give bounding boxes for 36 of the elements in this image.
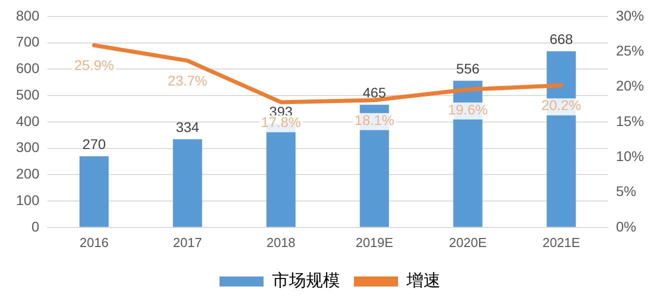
bar — [172, 139, 202, 227]
legend-label: 增速 — [406, 271, 440, 290]
data-label: 19.6% — [448, 101, 488, 118]
data-label: 18.1% — [354, 112, 394, 128]
y-tick-label: 800 — [16, 7, 40, 24]
legend-label: 市场规模 — [272, 271, 340, 290]
data-label: 334 — [176, 119, 200, 136]
x-tick-label: 2021E — [542, 234, 580, 250]
x-tick-label: 2018 — [266, 234, 296, 250]
x-tick-label: 2020E — [449, 234, 487, 250]
y-tick-label: 100 — [16, 192, 40, 208]
data-label: 556 — [456, 60, 480, 77]
y2-tick-label: 5% — [616, 183, 636, 200]
y-tick-label: 200 — [16, 166, 40, 182]
x-tick-label: 2019E — [356, 234, 394, 250]
y-tick-label: 0 — [32, 218, 40, 234]
y-tick-label: 700 — [16, 34, 40, 50]
y2-tick-label: 25% — [616, 42, 644, 58]
y2-tick-label: 0% — [616, 218, 636, 234]
data-label: 668 — [550, 31, 574, 48]
data-label: 23.7% — [168, 72, 208, 89]
x-tick-label: 2017 — [173, 234, 202, 250]
bar — [80, 156, 109, 227]
y2-tick-label: 15% — [616, 112, 644, 129]
data-label: 465 — [362, 84, 386, 101]
y2-tick-label: 20% — [616, 78, 644, 94]
y-tick-label: 600 — [16, 60, 40, 76]
x-tick-label: 2016 — [80, 234, 109, 250]
y2-tick-label: 30% — [616, 7, 644, 24]
data-label: 20.2% — [541, 97, 582, 114]
y2-tick-label: 10% — [616, 148, 644, 164]
y-tick-label: 500 — [16, 86, 40, 102]
data-label: 25.9% — [74, 57, 114, 74]
y-tick-label: 300 — [16, 139, 40, 156]
data-label: 270 — [82, 136, 106, 152]
y-tick-label: 400 — [16, 112, 40, 129]
